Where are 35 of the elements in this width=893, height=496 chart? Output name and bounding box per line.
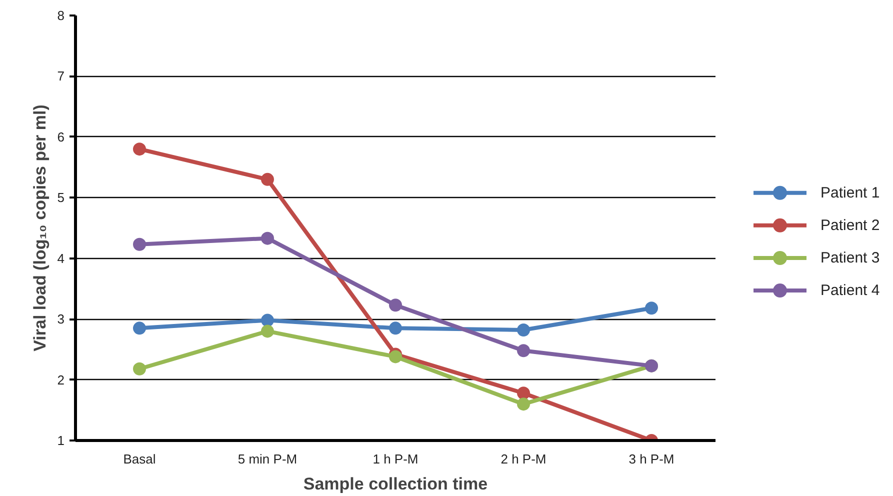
y-tick-label: 5: [57, 190, 65, 206]
y-tick-label: 1: [57, 433, 65, 448]
point: [645, 302, 658, 315]
x-tick-label: Basal: [123, 452, 156, 466]
point: [133, 238, 146, 251]
x-tick-label: 5 min P-M: [238, 452, 298, 466]
y-tick-label: 8: [57, 8, 65, 23]
point: [517, 344, 530, 358]
y-tick-label: 2: [57, 372, 65, 388]
legend-label: Patient 4: [820, 282, 880, 300]
y-tick-label: 6: [57, 129, 65, 144]
point: [261, 324, 274, 338]
y-tick-label: 4: [57, 250, 65, 266]
point: [389, 350, 402, 364]
legend-label: Patient 2: [820, 216, 880, 234]
point: [133, 362, 146, 376]
point: [261, 232, 274, 245]
x-tick-label: 3 h P-M: [628, 452, 674, 466]
legend-label: Patient 3: [820, 249, 880, 266]
point: [133, 142, 146, 156]
x-tick-label: 2 h P-M: [500, 452, 546, 466]
point: [261, 172, 274, 186]
point: [517, 324, 530, 336]
x-axis-title: Sample collection time: [303, 474, 488, 494]
point: [517, 386, 530, 400]
point: [133, 322, 146, 335]
y-axis-title: Viral load (log₁₀ copies per ml): [30, 104, 50, 352]
point: [517, 398, 530, 411]
x-tick-label: 1 h P-M: [372, 452, 418, 466]
point: [389, 322, 402, 335]
legend-label: Patient 1: [820, 184, 880, 202]
point: [389, 298, 402, 312]
point: [261, 314, 274, 327]
y-tick-label: 3: [57, 312, 65, 327]
y-tick-label: 7: [57, 68, 65, 84]
